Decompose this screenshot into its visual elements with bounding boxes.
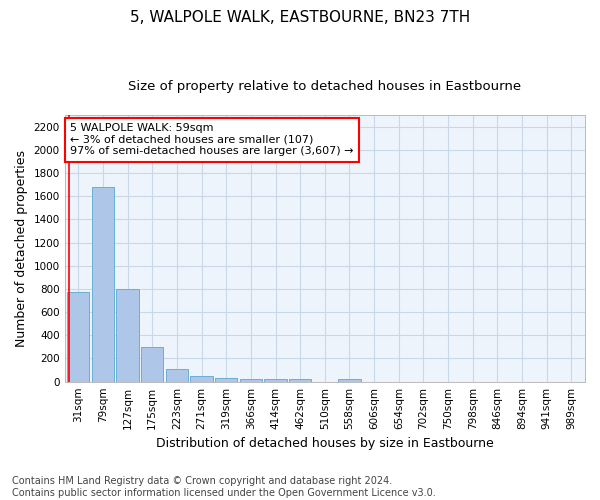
X-axis label: Distribution of detached houses by size in Eastbourne: Distribution of detached houses by size …	[156, 437, 494, 450]
Y-axis label: Number of detached properties: Number of detached properties	[15, 150, 28, 347]
Bar	[141, 347, 163, 382]
Bar	[166, 369, 188, 382]
Bar	[215, 378, 237, 382]
Text: 5 WALPOLE WALK: 59sqm
← 3% of detached houses are smaller (107)
97% of semi-deta: 5 WALPOLE WALK: 59sqm ← 3% of detached h…	[70, 123, 353, 156]
Text: Contains HM Land Registry data © Crown copyright and database right 2024.
Contai: Contains HM Land Registry data © Crown c…	[12, 476, 436, 498]
Text: 5, WALPOLE WALK, EASTBOURNE, BN23 7TH: 5, WALPOLE WALK, EASTBOURNE, BN23 7TH	[130, 10, 470, 25]
Bar	[67, 292, 89, 382]
Bar	[190, 376, 212, 382]
Bar	[289, 380, 311, 382]
Bar	[240, 379, 262, 382]
Bar	[92, 187, 114, 382]
Bar	[338, 380, 361, 382]
Title: Size of property relative to detached houses in Eastbourne: Size of property relative to detached ho…	[128, 80, 521, 93]
Bar	[116, 289, 139, 382]
Bar	[265, 380, 287, 382]
